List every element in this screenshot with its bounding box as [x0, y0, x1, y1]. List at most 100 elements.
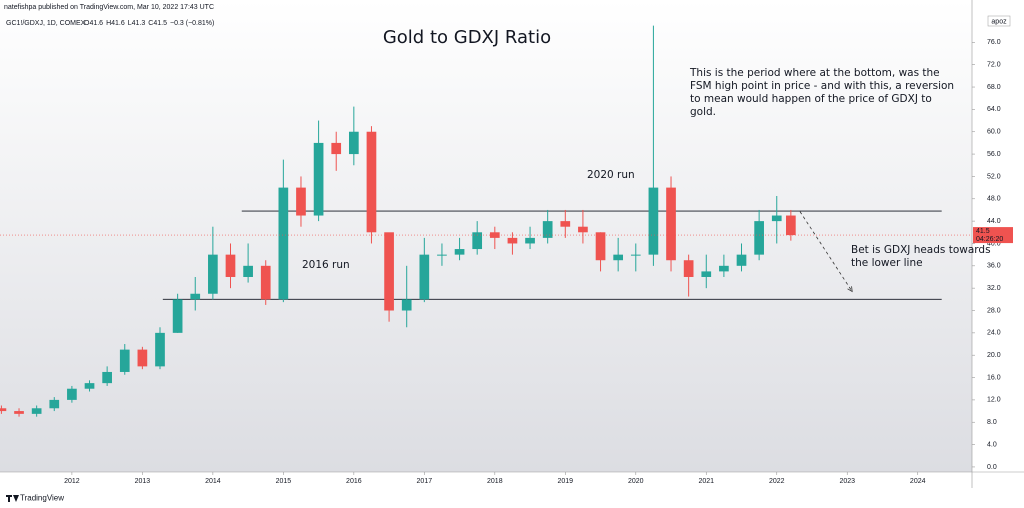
- publisher: natefishpa published on TradingView.com,…: [4, 4, 214, 11]
- candle-body: [736, 254, 747, 266]
- candle-body: [155, 332, 165, 367]
- candle-body: [507, 237, 518, 244]
- y-tick-label: 12.0: [987, 397, 1001, 404]
- candle-body: [172, 299, 183, 333]
- candle-body: [578, 226, 588, 233]
- arrow: [799, 211, 852, 292]
- y-tick-label: 16.0: [987, 374, 1001, 381]
- y-tick-label: 20.0: [987, 352, 1001, 359]
- x-tick-label: 2014: [205, 478, 221, 485]
- candle-body: [754, 221, 764, 255]
- candle-body: [208, 254, 218, 294]
- y-tick-label: 4.0: [987, 441, 997, 448]
- ohlc-value: H41.6: [106, 20, 125, 27]
- plot-background: [0, 0, 972, 472]
- symbol: GC1!/GDXJ, 1D, COMEX: [6, 20, 86, 27]
- ohlc: O41.6 H41.6 L41.3 C41.5 −0.3 (−0.81%): [84, 20, 214, 27]
- candle-body: [331, 142, 342, 155]
- candle-body: [786, 215, 796, 236]
- candle-body: [225, 254, 236, 277]
- candle-body: [31, 408, 42, 414]
- candle-body: [278, 187, 289, 300]
- x-tick-label: 2013: [135, 478, 151, 485]
- candle-body: [595, 232, 606, 261]
- candle-body: [648, 187, 659, 255]
- footer: TradingView: [20, 494, 64, 503]
- candle-body: [525, 237, 535, 244]
- note-line: to mean would happen of the price of GDX…: [690, 93, 932, 105]
- annotation: 2016 run: [302, 259, 350, 271]
- candle-body: [67, 388, 77, 400]
- x-tick-label: 2018: [487, 478, 503, 485]
- candle-body: [771, 215, 782, 222]
- candle-body: [366, 131, 377, 233]
- y-tick-label: 8.0: [987, 419, 997, 426]
- x-tick-label: 2024: [910, 478, 926, 485]
- y-tick-label: 72.0: [987, 62, 1001, 69]
- candle-body: [119, 349, 130, 372]
- bet-line: the lower line: [851, 257, 923, 269]
- candle-body: [472, 232, 483, 250]
- x-tick-label: 2021: [698, 478, 714, 485]
- y-tick-label: 68.0: [987, 84, 1001, 91]
- candle-body: [542, 221, 553, 238]
- candle-body: [260, 265, 271, 300]
- candle-body: [630, 254, 641, 256]
- candle-body: [0, 408, 7, 412]
- x-tick-label: 2016: [346, 478, 362, 485]
- price-label: 41.5: [976, 228, 990, 235]
- price-label-box: [973, 227, 1013, 244]
- candle-body: [243, 265, 253, 277]
- candle-body: [454, 249, 465, 255]
- candle-body: [419, 254, 430, 300]
- y-tick-label: 52.0: [987, 173, 1001, 180]
- candle-body: [296, 187, 306, 216]
- candle-body: [190, 293, 201, 300]
- y-tick-label: 64.0: [987, 106, 1001, 113]
- y-tick-label: 28.0: [987, 307, 1001, 314]
- candle-body: [401, 299, 412, 311]
- annotation: 2020 run: [587, 169, 635, 181]
- y-tick-label: 32.0: [987, 285, 1001, 292]
- bet-line: Bet is GDXJ heads towards: [851, 244, 991, 256]
- x-tick-label: 2017: [417, 478, 433, 485]
- y-tick-label: 44.0: [987, 218, 1001, 225]
- ohlc-value: L41.3: [128, 20, 146, 27]
- y-tick-label: 56.0: [987, 151, 1001, 158]
- x-tick-label: 2020: [628, 478, 644, 485]
- candle-body: [489, 232, 500, 238]
- countdown: 04:26:20: [976, 236, 1003, 243]
- candle-body: [683, 260, 694, 277]
- candle-body: [560, 221, 571, 227]
- candle-body: [348, 131, 359, 155]
- y-tick-label: 76.0: [987, 39, 1001, 46]
- candle-body: [701, 271, 712, 277]
- note-line: FSM high point in price - and with this,…: [690, 80, 954, 92]
- top-right-label: apoz: [991, 18, 1007, 25]
- y-tick-label: 36.0: [987, 263, 1001, 270]
- candle-body: [666, 187, 676, 261]
- ohlc-value: O41.6: [84, 20, 103, 27]
- x-tick-label: 2022: [769, 478, 785, 485]
- candle-body: [84, 383, 95, 389]
- candle-body: [313, 142, 324, 216]
- logo: [6, 495, 19, 502]
- x-tick-label: 2023: [839, 478, 855, 485]
- x-tick-label: 2015: [276, 478, 292, 485]
- label-box: [987, 15, 1011, 27]
- x-tick-label: 2012: [64, 478, 80, 485]
- chart-title: Gold to GDXJ Ratio: [383, 27, 551, 48]
- y-tick-label: 0.0: [987, 464, 997, 471]
- candle-body: [437, 254, 447, 256]
- candle-body: [137, 349, 148, 367]
- candle-body: [384, 232, 394, 311]
- y-tick-label: 48.0: [987, 196, 1001, 203]
- x-tick-label: 2019: [558, 478, 574, 485]
- y-tick-label: 24.0: [987, 330, 1001, 337]
- candle-body: [102, 371, 112, 384]
- candle-body: [49, 399, 60, 409]
- candle-body: [14, 411, 24, 414]
- ohlc-value: C41.5: [148, 20, 167, 27]
- ohlc-value: −0.3 (−0.81%): [170, 20, 214, 27]
